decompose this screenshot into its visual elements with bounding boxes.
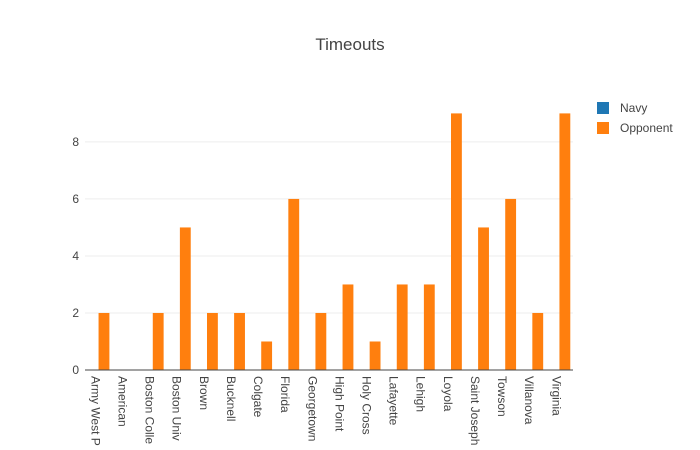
- x-tick-labels: Army West P American Boston Colle Boston Un…: [88, 376, 563, 446]
- bar-opponent-14[interactable]: [478, 227, 489, 370]
- y-tick-label: 0: [72, 363, 79, 377]
- bar-opponent-17[interactable]: [559, 113, 571, 370]
- x-tick-label: Holy Cross: [359, 376, 373, 435]
- bar-opponent-5[interactable]: [234, 312, 245, 370]
- chart-title: Timeouts: [315, 35, 384, 54]
- x-tick-label: Saint Joseph: [468, 376, 482, 445]
- y-tick-labels: 0 2 4 6 8: [72, 135, 79, 377]
- y-tick-label: 8: [72, 135, 79, 149]
- x-tick-label: Boston Univ: [170, 376, 184, 441]
- x-tick-label: Boston Colle: [143, 376, 157, 444]
- x-tick-label: Colgate: [251, 376, 265, 418]
- bar-opponent-9[interactable]: [342, 284, 354, 370]
- bar-opponent-10[interactable]: [369, 341, 381, 370]
- bar-opponent-4[interactable]: [207, 312, 218, 370]
- y-tick-label: 6: [72, 192, 79, 206]
- x-tick-label: Virginia: [549, 376, 563, 416]
- bar-opponent-11[interactable]: [396, 284, 408, 370]
- x-tick-label: Florida: [278, 376, 292, 413]
- bars: [98, 113, 571, 370]
- bar-opponent-8[interactable]: [315, 312, 327, 370]
- legend[interactable]: Navy Opponent: [597, 101, 673, 135]
- bar-opponent-12[interactable]: [423, 284, 435, 370]
- x-tick-label: Villanova: [522, 376, 536, 425]
- bar-opponent-16[interactable]: [532, 312, 544, 370]
- grid-lines: [85, 141, 573, 314]
- legend-swatch: [597, 102, 609, 114]
- bar-opponent-13[interactable]: [451, 113, 462, 370]
- x-tick-label: High Point: [332, 376, 346, 432]
- legend-item-opponent[interactable]: Opponent: [597, 121, 673, 135]
- bar-opponent-2[interactable]: [152, 312, 164, 370]
- legend-item-navy[interactable]: Navy: [597, 101, 647, 115]
- bar-opponent-7[interactable]: [288, 198, 300, 370]
- legend-swatch: [597, 122, 609, 134]
- legend-label: Navy: [620, 101, 647, 115]
- bar-opponent-0[interactable]: [98, 312, 110, 370]
- x-tick-label: Lafayette: [387, 376, 401, 426]
- x-tick-label: Bucknell: [224, 376, 238, 421]
- x-tick-label: Georgetown: [305, 376, 319, 441]
- bar-opponent-3[interactable]: [179, 227, 191, 370]
- x-tick-label: Brown: [197, 376, 211, 410]
- x-tick-label: Lehigh: [414, 376, 428, 412]
- bar-opponent-15[interactable]: [505, 198, 517, 370]
- y-tick-label: 4: [72, 249, 79, 263]
- legend-label: Opponent: [620, 121, 673, 135]
- bar-opponent-6[interactable]: [261, 341, 273, 370]
- x-tick-label: Loyola: [441, 376, 455, 412]
- y-tick-label: 2: [72, 306, 79, 320]
- x-tick-label: Army West P: [88, 376, 102, 446]
- x-tick-label: Towson: [495, 376, 509, 417]
- x-tick-label: American: [115, 376, 129, 427]
